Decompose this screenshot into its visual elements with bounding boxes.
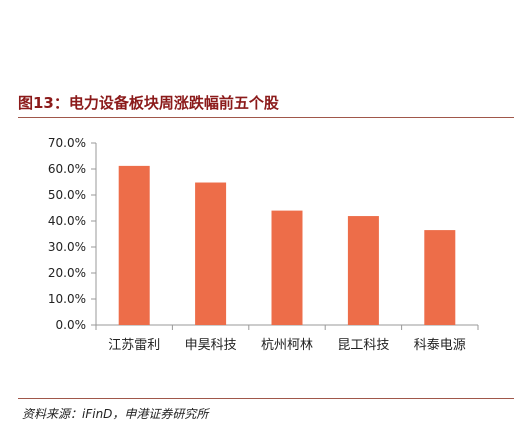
x-category-label: 杭州柯林 <box>261 338 313 353</box>
bar <box>118 165 150 325</box>
bars <box>118 165 456 325</box>
source-note: 资料来源：iFinD，申港证券研究所 <box>22 407 209 421</box>
bar <box>347 216 379 325</box>
bar <box>424 230 456 325</box>
x-category-label: 申昊科技 <box>185 338 237 353</box>
y-tick-label: 40.0% <box>48 214 86 228</box>
y-tick-label: 50.0% <box>48 188 86 202</box>
x-category-label: 昆工科技 <box>337 338 389 353</box>
y-tick-label: 70.0% <box>48 136 86 150</box>
y-tick-label: 10.0% <box>48 292 86 306</box>
y-tick-label: 30.0% <box>48 240 86 254</box>
bar <box>195 182 227 325</box>
footer-divider <box>18 398 514 399</box>
title-divider <box>18 117 514 118</box>
y-tick-label: 60.0% <box>48 162 86 176</box>
x-category-label: 科泰电源 <box>414 338 466 353</box>
x-axis: 江苏雷利 申昊科技 杭州柯林 昆工科技 科泰电源 <box>95 324 479 353</box>
y-tick-label: 0.0% <box>56 318 87 332</box>
bar <box>271 210 303 325</box>
y-axis: 0.0% 10.0% 20.0% 30.0% 40.0% 50.0% 60.0% 70.0% <box>48 136 97 332</box>
x-category-label: 江苏雷利 <box>108 337 160 353</box>
y-tick-label: 20.0% <box>48 266 86 280</box>
chart-title: 图13：电力设备板块周涨跌幅前五个股 <box>18 94 279 112</box>
